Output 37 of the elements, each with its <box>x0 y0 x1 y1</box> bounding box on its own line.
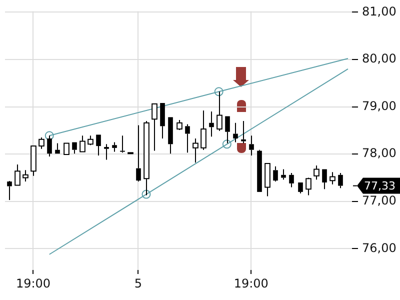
candlestick <box>257 149 262 192</box>
candlestick <box>7 182 12 200</box>
candlestick <box>136 124 141 182</box>
candlestick <box>241 120 246 144</box>
x-tick-label: 19:00 <box>16 276 51 290</box>
y-tick-label: 77,00 <box>362 194 396 208</box>
candlestick <box>249 135 254 156</box>
y-tick-label: 78,00 <box>362 146 396 160</box>
ref-line-label: 77,33 <box>364 180 396 193</box>
candlestick <box>112 142 117 152</box>
y-tick-label: 81,00 <box>362 4 396 18</box>
candlestick <box>298 182 303 194</box>
candlestick <box>233 122 238 143</box>
candlestick <box>225 116 230 144</box>
candlestick <box>338 172 343 189</box>
candlestick <box>120 135 125 154</box>
x-tick-label: 5 <box>134 276 142 290</box>
candlestick <box>104 144 109 160</box>
point <box>44 131 54 140</box>
candlestick <box>47 135 52 157</box>
point <box>222 140 232 149</box>
candlestick <box>322 169 327 190</box>
candlestick <box>209 111 214 138</box>
candlestick <box>273 166 278 182</box>
candlestick <box>55 142 60 154</box>
point <box>214 87 224 96</box>
point <box>142 190 151 199</box>
candlestick <box>289 172 294 188</box>
candlestick <box>185 124 190 154</box>
y-tick-label: 79,00 <box>362 98 396 113</box>
y-tick-label: 76,00 <box>362 240 396 255</box>
candlestick <box>160 102 165 139</box>
candlestick <box>72 142 77 154</box>
candlestick <box>96 134 101 156</box>
x-tick-label: 19:00 <box>234 276 268 290</box>
candlestick <box>281 168 286 180</box>
y-tick-label: 80,00 <box>362 52 396 66</box>
